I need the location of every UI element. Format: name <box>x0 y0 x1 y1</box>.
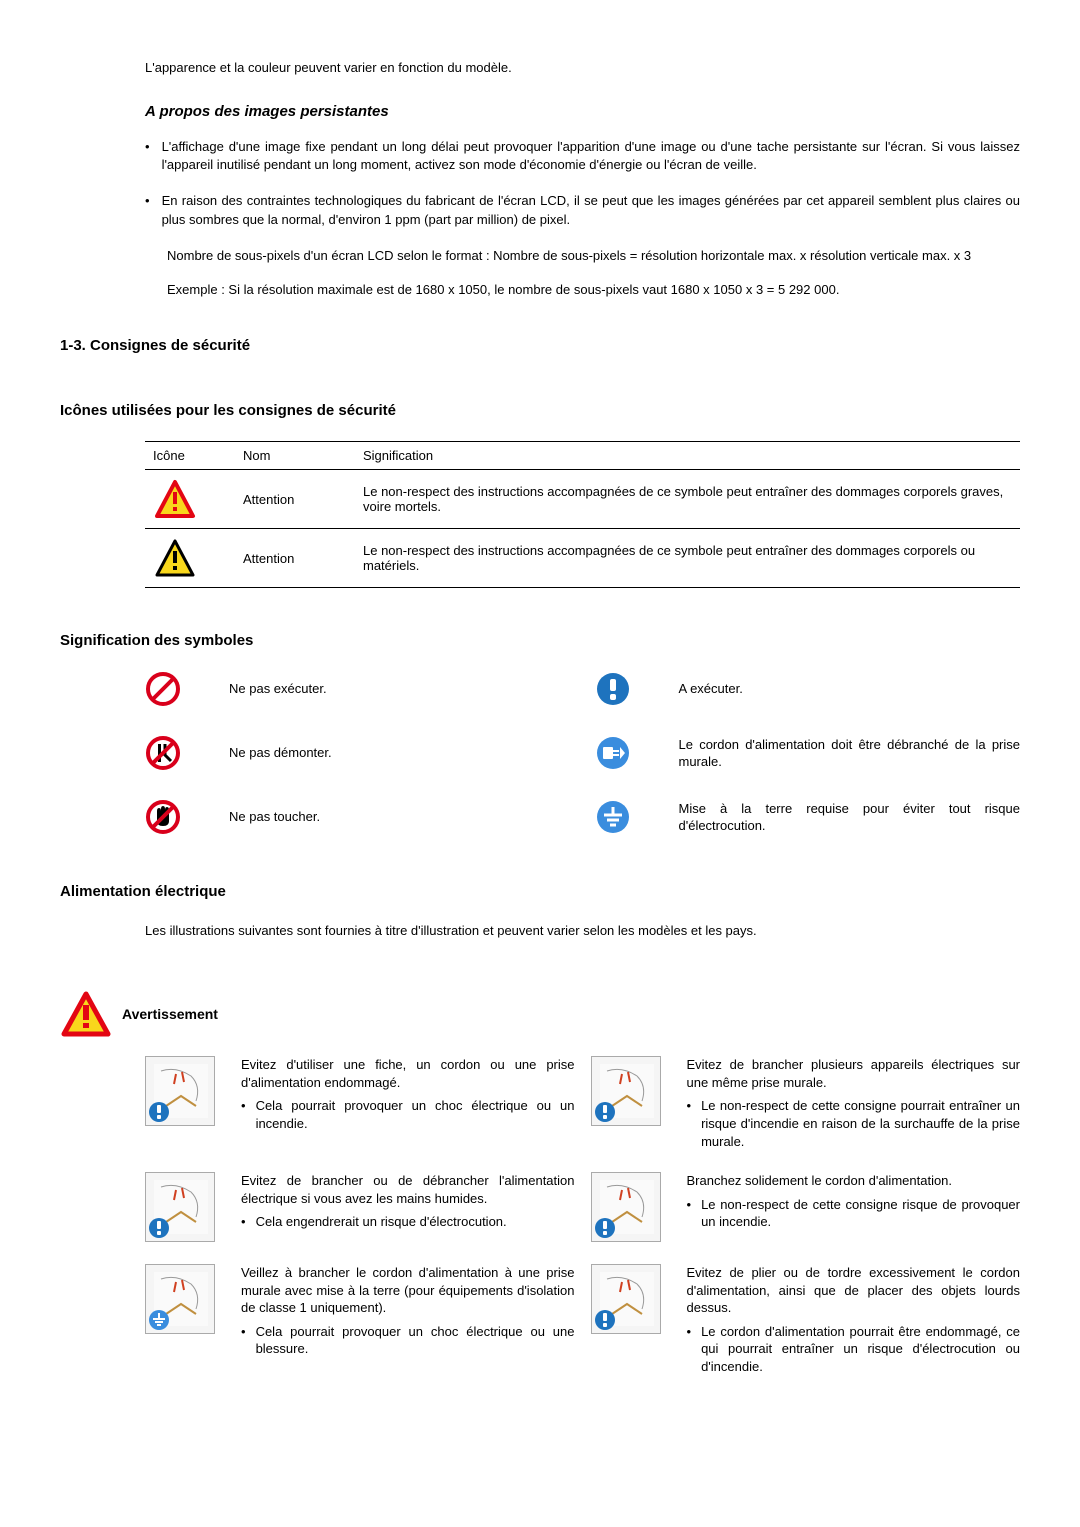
card-lead: Evitez de brancher plusieurs appareils é… <box>687 1056 1021 1091</box>
symbol-label: Ne pas toucher. <box>229 808 571 826</box>
row-nom: Attention <box>235 529 355 588</box>
illustration-note: Les illustrations suivantes sont fournie… <box>145 922 1020 940</box>
card-text: Branchez solidement le cordon d'alimenta… <box>687 1172 1021 1242</box>
bullet-text: En raison des contraintes technologiques… <box>162 192 1020 228</box>
th-icon: Icône <box>145 442 235 470</box>
symbol-label: Ne pas exécuter. <box>229 680 571 698</box>
bullet-dot: • <box>687 1196 692 1231</box>
power-title: Alimentation électrique <box>60 883 1020 900</box>
card-sub-text: Cela pourrait provoquer un choc électriq… <box>256 1323 575 1358</box>
card-text: Evitez d'utiliser une fiche, un cordon o… <box>241 1056 575 1150</box>
must-do-icon <box>595 671 655 707</box>
sec-1-3-title: 1-3. Consignes de sécurité <box>60 337 1020 354</box>
card-sub-text: Le non-respect de cette consigne pourrai… <box>701 1097 1020 1150</box>
persist-bullets: • L'affichage d'une image fixe pendant un… <box>145 138 1020 299</box>
bullet-dot: • <box>241 1323 246 1358</box>
bullet-dot: • <box>145 138 150 174</box>
warning-heading: Avertissement <box>60 990 1020 1038</box>
card-illustration <box>591 1172 661 1242</box>
card-illustration <box>145 1172 215 1242</box>
overlay-icon <box>594 1309 616 1331</box>
card-sub: •Le cordon d'alimentation pourrait être … <box>687 1323 1021 1376</box>
row-nom: Attention <box>235 470 355 529</box>
card-lead: Evitez de brancher ou de débrancher l'al… <box>241 1172 575 1207</box>
card-text: Evitez de brancher plusieurs appareils é… <box>687 1056 1021 1150</box>
card-sub: •Le non-respect de cette consigne pourra… <box>687 1097 1021 1150</box>
card-sub-text: Le non-respect de cette consigne risque … <box>701 1196 1020 1231</box>
overlay-icon <box>148 1101 170 1123</box>
symbol-label: Le cordon d'alimentation doit être débra… <box>679 736 1021 771</box>
card-lead: Veillez à brancher le cordon d'alimentat… <box>241 1264 575 1317</box>
persist-para1: Nombre de sous-pixels d'un écran LCD sel… <box>167 247 1020 265</box>
safety-icons-table: Icône Nom Signification Attention Le non… <box>145 441 1020 588</box>
symbol-label: Mise à la terre requise pour éviter tout… <box>679 800 1021 835</box>
ground-icon <box>595 799 655 835</box>
no-touch-icon <box>145 799 205 835</box>
card-text: Evitez de brancher ou de débrancher l'al… <box>241 1172 575 1242</box>
symbols-grid: Ne pas exécuter. A exécuter. Ne pas démo… <box>145 671 1020 835</box>
card-sub-text: Cela engendrerait un risque d'électrocut… <box>256 1213 575 1231</box>
card-sub: • Le non-respect de cette consigne risque… <box>687 1196 1021 1231</box>
bullet-item: • L'affichage d'une image fixe pendant un… <box>145 138 1020 174</box>
card-illustration <box>145 1264 215 1334</box>
bullet-dot: • <box>145 192 150 228</box>
card-sub: • Cela engendrerait un risque d'électrocu… <box>241 1213 575 1231</box>
overlay-icon <box>594 1217 616 1239</box>
bullet-dot: • <box>687 1323 692 1376</box>
warning-label: Avertissement <box>122 1006 218 1022</box>
th-sig: Signification <box>355 442 1020 470</box>
card-text: Evitez de plier ou de tordre excessiveme… <box>687 1264 1021 1375</box>
card-sub: • Cela pourrait provoquer un choc électri… <box>241 1323 575 1358</box>
card-sub: • Cela pourrait provoquer un choc électri… <box>241 1097 575 1132</box>
table-row: Attention Le non-respect des instruction… <box>145 529 1020 588</box>
symbol-label: Ne pas démonter. <box>229 744 571 762</box>
symbols-title: Signification des symboles <box>60 632 1020 649</box>
bullet-item: • En raison des contraintes technologique… <box>145 192 1020 228</box>
card-lead: Branchez solidement le cordon d'alimenta… <box>687 1172 1021 1190</box>
card-text: Veillez à brancher le cordon d'alimentat… <box>241 1264 575 1375</box>
safety-cards: Evitez d'utiliser une fiche, un cordon o… <box>145 1056 1020 1375</box>
warning-red-icon <box>145 470 235 529</box>
symbol-label: A exécuter. <box>679 680 1021 698</box>
warning-triangle-icon <box>60 990 112 1038</box>
th-nom: Nom <box>235 442 355 470</box>
overlay-icon <box>594 1101 616 1123</box>
bullet-dot: • <box>241 1097 246 1132</box>
bullet-dot: • <box>241 1213 246 1231</box>
unplug-icon <box>595 735 655 771</box>
card-illustration <box>591 1056 661 1126</box>
row-sig: Le non-respect des instructions accompag… <box>355 470 1020 529</box>
table-row: Attention Le non-respect des instruction… <box>145 470 1020 529</box>
bullet-text: L'affichage d'une image fixe pendant un … <box>162 138 1020 174</box>
card-illustration <box>591 1264 661 1334</box>
card-illustration <box>145 1056 215 1126</box>
warning-yellow-icon <box>145 529 235 588</box>
no-disassemble-icon <box>145 735 205 771</box>
card-lead: Evitez d'utiliser une fiche, un cordon o… <box>241 1056 575 1091</box>
card-sub-text: Le cordon d'alimentation pourrait être e… <box>701 1323 1020 1376</box>
persist-para2: Exemple : Si la résolution maximale est … <box>167 281 1020 299</box>
prohibit-icon <box>145 671 205 707</box>
card-sub-text: Cela pourrait provoquer un choc électriq… <box>256 1097 575 1132</box>
overlay-icon <box>148 1309 170 1331</box>
overlay-icon <box>148 1217 170 1239</box>
row-sig: Le non-respect des instructions accompag… <box>355 529 1020 588</box>
bullet-dot: • <box>687 1097 692 1150</box>
card-lead: Evitez de plier ou de tordre excessiveme… <box>687 1264 1021 1317</box>
appearance-note: L'apparence et la couleur peuvent varier… <box>145 60 1020 75</box>
persist-heading: A propos des images persistantes <box>145 103 1020 120</box>
icons-used-title: Icônes utilisées pour les consignes de s… <box>60 402 1020 419</box>
